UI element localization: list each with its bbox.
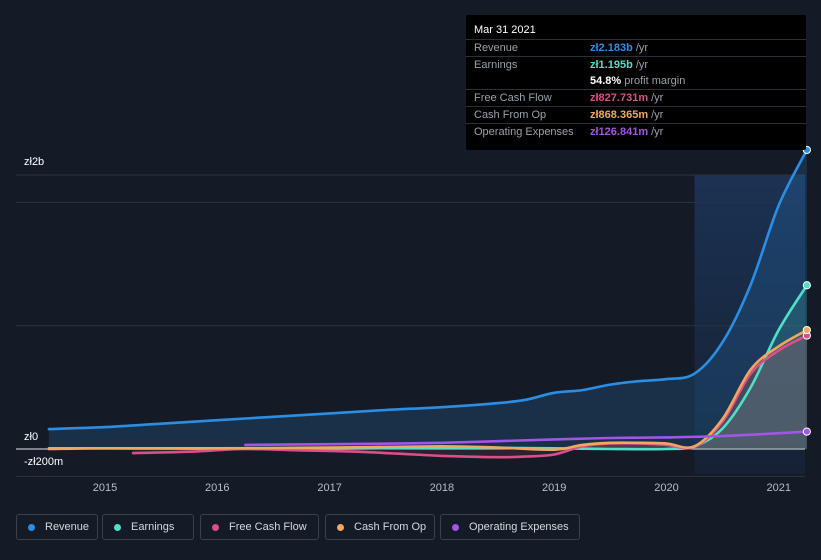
tooltip-value: zł2.183b/yr <box>590 42 649 54</box>
y-label-zero: zł0 <box>24 431 39 443</box>
tooltip-value: zł827.731m/yr <box>590 92 664 104</box>
legend-item-free-cash-flow[interactable]: Free Cash Flow <box>200 514 319 540</box>
tooltip-row-earnings: Earnings zł1.195b/yr <box>466 56 806 74</box>
legend-dot-icon <box>28 523 35 531</box>
tooltip-row-free-cash-flow: Free Cash Flow zł827.731m/yr <box>466 89 806 107</box>
y-label-top: zł2b <box>24 156 45 168</box>
endpoint-earnings <box>802 281 811 290</box>
series-line-cash-from-op <box>47 328 809 452</box>
legend-label: Cash From Op <box>354 521 427 533</box>
area-earnings <box>48 285 807 450</box>
endpoint-cash-from-op <box>802 325 811 335</box>
legend-dot-icon <box>337 523 344 531</box>
tooltip-value: zł868.365m/yr <box>590 109 664 121</box>
area-free-cash-flow <box>133 335 807 458</box>
endpoint-operating-expenses <box>802 427 811 436</box>
x-tick-label: 2019 <box>541 482 567 494</box>
legend-item-revenue[interactable]: Revenue <box>16 514 98 540</box>
legend-dot-icon <box>452 523 459 531</box>
area-revenue <box>48 149 807 449</box>
series-line-operating-expenses <box>244 430 809 447</box>
tooltip-label: Revenue <box>474 42 519 54</box>
tooltip-value: zł1.195b/yr <box>590 59 649 71</box>
tooltip-label: Free Cash Flow <box>474 92 552 104</box>
legend-item-earnings[interactable]: Earnings <box>102 514 194 540</box>
legend-item-cash-from-op[interactable]: Cash From Op <box>325 514 435 540</box>
tooltip-value: zł126.841m/yr <box>590 126 664 138</box>
tooltip-date: Mar 31 2021 <box>474 24 536 36</box>
tooltip-value: 54.8% profit margin <box>590 75 686 87</box>
tooltip: Mar 31 2021 Revenue zł2.183b/yr Earnings… <box>466 15 806 150</box>
tooltip-label: Cash From Op <box>474 109 547 121</box>
x-tick-label: 2020 <box>654 482 679 494</box>
series-line-revenue <box>47 148 809 431</box>
legend-label: Earnings <box>131 521 175 533</box>
tooltip-row-cash-from-op: Cash From Op zł868.365m/yr <box>466 106 806 124</box>
legend-dot-icon <box>212 523 219 531</box>
legend-label: Free Cash Flow <box>229 521 307 533</box>
legend-label: Operating Expenses <box>469 521 569 533</box>
x-tick-label: 2016 <box>205 482 230 494</box>
tooltip-row-operating-expenses: Operating Expenses zł126.841m/yr <box>466 123 806 141</box>
tooltip-row-margin: 54.8% profit margin <box>466 73 806 90</box>
x-tick-label: 2017 <box>317 482 342 494</box>
tooltip-label: Operating Expenses <box>474 126 574 138</box>
legend-item-operating-expenses[interactable]: Operating Expenses <box>440 514 580 540</box>
tooltip-row-revenue: Revenue zł2.183b/yr <box>466 39 806 57</box>
legend-dot-icon <box>114 523 121 531</box>
legend-label: Revenue <box>45 521 90 533</box>
area-cash-from-op <box>48 330 807 450</box>
forecast-shade <box>694 175 805 474</box>
x-tick-label: 2021 <box>766 482 792 494</box>
x-tick-label: 2018 <box>429 482 455 494</box>
y-label-bottom: -zł200m <box>24 456 64 468</box>
tooltip-label: Earnings <box>474 59 518 71</box>
series-line-free-cash-flow <box>131 334 809 459</box>
x-tick-label: 2015 <box>92 482 118 494</box>
